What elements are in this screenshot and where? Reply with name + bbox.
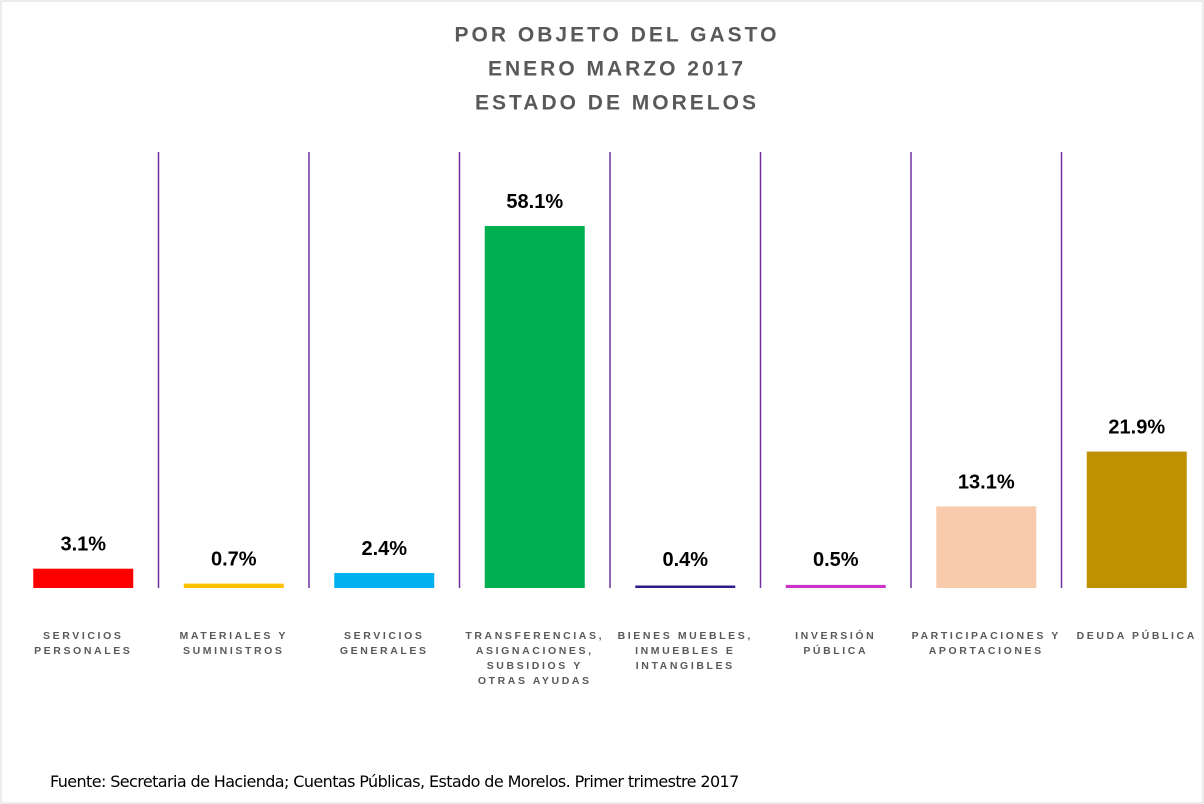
x-tick-label: PARTICIPACIONES Y APORTACIONES	[911, 630, 1061, 657]
bar	[635, 585, 736, 588]
source-note: Fuente: Secretaria de Hacienda; Cuentas …	[50, 772, 739, 791]
bar	[334, 573, 435, 588]
x-tick-label: INVERSIÓN PÚBLICA	[795, 630, 877, 657]
x-tick-label: MATERIALES Y SUMINISTROS	[179, 630, 288, 657]
bar	[936, 506, 1037, 588]
bar	[183, 583, 284, 588]
value-label: 13.1%	[958, 471, 1015, 493]
chart-title: ENERO MARZO 2017	[488, 58, 746, 81]
value-label: 58.1%	[506, 191, 563, 213]
value-label: 2.4%	[361, 538, 407, 560]
value-label: 3.1%	[60, 534, 106, 556]
value-label: 0.5%	[813, 549, 859, 571]
bar	[1086, 451, 1187, 588]
bar	[33, 568, 134, 588]
chart-title: ESTADO DE MORELOS	[475, 92, 759, 115]
x-tick-label: SERVICIOS GENERALES	[339, 630, 429, 657]
chart-title: POR OBJETO DEL GASTO	[455, 24, 780, 47]
bar	[484, 226, 585, 588]
bar	[785, 584, 886, 588]
x-tick-label: BIENES MUEBLES, INMUEBLES E INTANGIBLES	[617, 630, 753, 672]
x-tick-label: TRANSFERENCIAS, ASIGNACIONES, SUBSIDIOS …	[465, 630, 605, 687]
value-label: 21.9%	[1108, 417, 1165, 439]
value-label: 0.7%	[211, 549, 257, 571]
value-label: 0.4%	[662, 549, 708, 571]
x-tick-label: SERVICIOS PERSONALES	[34, 630, 133, 657]
x-tick-label: DEUDA PÚBLICA	[1076, 630, 1197, 642]
